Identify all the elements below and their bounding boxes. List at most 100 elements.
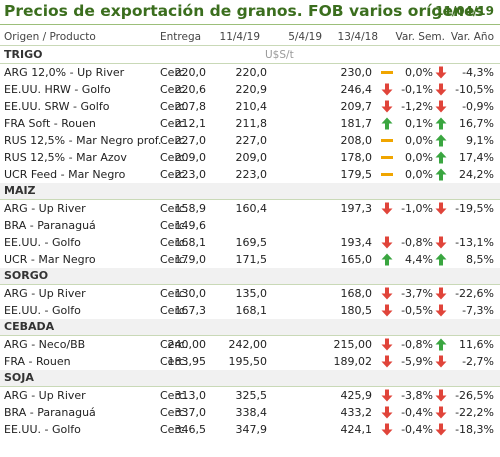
down-arrow-icon: [435, 66, 447, 79]
table-row: BRA - Paranaguá Cerc. 337,0 338,4 433,2 -0,4%…: [0, 404, 500, 421]
row-var-sem: -1,0%: [401, 202, 433, 215]
table-row: FRA Soft - Rouen Cerc. 212,1 211,8 181,7 0,1%…: [0, 115, 500, 132]
row-var-sem: 0,0%: [405, 168, 433, 181]
row-var-sem: -0,8%: [401, 338, 433, 351]
row-price-current: 168,1: [174, 236, 207, 249]
section-name: SORGO: [4, 269, 49, 282]
row-entrega: Cerc.: [160, 389, 189, 402]
row-product: EE.UU. - Golfo: [4, 423, 81, 436]
row-price-year: 165,0: [340, 253, 373, 266]
row-price-week: 227,0: [235, 134, 268, 147]
row-price-current: 223,0: [174, 168, 207, 181]
row-price-year: 180,5: [340, 304, 373, 317]
table-row: RUS 12,5% - Mar Azov Cerc. 209,0 209,0 178,0…: [0, 149, 500, 166]
section-name: SOJA: [4, 371, 34, 384]
row-product: EE.UU. - Golfo: [4, 304, 81, 317]
down-arrow-icon: [381, 406, 393, 419]
row-var-sem: -0,5%: [401, 304, 433, 317]
row-var-sem: -5,9%: [401, 355, 433, 368]
row-product: ARG - Up River: [4, 287, 86, 300]
row-var-sem: -1,2%: [401, 100, 433, 113]
row-price-year: 181,7: [340, 117, 373, 130]
header-entrega: Entrega: [160, 31, 202, 43]
row-price-year: 197,3: [340, 202, 373, 215]
row-price-year: 209,7: [340, 100, 373, 113]
row-price-current: 240,00: [167, 338, 207, 351]
row-price-week: 135,0: [235, 287, 268, 300]
row-price-current: 346,5: [174, 423, 207, 436]
row-price-week: 160,4: [235, 202, 268, 215]
down-arrow-icon: [435, 423, 447, 436]
row-product: RUS 12,5% - Mar Negro prof.: [4, 134, 162, 147]
row-product: ARG - Neco/BB: [4, 338, 86, 351]
table-row: EE.UU. HRW - Golfo Cerc. 220,6 220,9 246,4 -0…: [0, 81, 500, 98]
row-var-anio: -19,5%: [455, 202, 494, 215]
row-var-sem: 0,0%: [405, 151, 433, 164]
flat-icon: [381, 151, 393, 164]
row-var-anio: 9,1%: [466, 134, 494, 147]
report-date: 11/04/19: [435, 4, 494, 18]
page-title: Precios de exportación de granos. FOB va…: [4, 2, 484, 20]
row-price-week: 211,8: [235, 117, 268, 130]
row-product: BRA - Paranaguá: [4, 406, 96, 419]
table-row: ARG - Neco/BB Cerc. 240,00 242,00 215,00 -0,8…: [0, 336, 500, 353]
row-price-current: 149,6: [174, 219, 207, 232]
row-price-year: 168,0: [340, 287, 373, 300]
row-price-week: 220,9: [235, 83, 268, 96]
row-price-week: 347,9: [235, 423, 268, 436]
row-var-anio: 8,5%: [466, 253, 494, 266]
row-entrega: Cerc.: [160, 134, 189, 147]
header-date-3: 13/4/18: [337, 31, 378, 43]
section-header-maiz: MAIZ: [0, 183, 500, 200]
row-var-sem: -0,4%: [401, 406, 433, 419]
row-var-anio: -26,5%: [455, 389, 494, 402]
row-price-year: 215,00: [333, 338, 373, 351]
row-price-week: 220,0: [235, 66, 268, 79]
row-product: ARG - Up River: [4, 202, 86, 215]
down-arrow-icon: [381, 389, 393, 402]
row-var-sem: 0,0%: [405, 66, 433, 79]
row-product: EE.UU. - Golfo: [4, 236, 81, 249]
row-product: EE.UU. SRW - Golfo: [4, 100, 110, 113]
flat-icon: [381, 168, 393, 181]
down-arrow-icon: [435, 287, 447, 300]
table-row: EE.UU. - Golfo Cerc. 167,3 168,1 180,5 -0,5% -…: [0, 302, 500, 319]
up-arrow-icon: [435, 117, 447, 130]
unit-label: U$S/t: [265, 49, 294, 61]
row-entrega: Cerc.: [160, 287, 189, 300]
up-arrow-icon: [435, 168, 447, 181]
row-entrega: Cerc.: [160, 219, 189, 232]
row-var-sem: -3,8%: [401, 389, 433, 402]
table-row: EE.UU. - Golfo Cerc. 346,5 347,9 424,1 -0,4% -…: [0, 421, 500, 438]
section-name: TRIGO: [4, 48, 43, 61]
row-product: UCR Feed - Mar Negro: [4, 168, 126, 181]
down-arrow-icon: [381, 338, 393, 351]
row-entrega: Cerc.: [160, 100, 189, 113]
down-arrow-icon: [381, 83, 393, 96]
down-arrow-icon: [435, 100, 447, 113]
row-var-sem: -0,8%: [401, 236, 433, 249]
down-arrow-icon: [435, 236, 447, 249]
row-product: UCR - Mar Negro: [4, 253, 96, 266]
row-price-current: 227,0: [174, 134, 207, 147]
down-arrow-icon: [435, 355, 447, 368]
down-arrow-icon: [435, 406, 447, 419]
section-header-trigo: TRIGO U$S/t: [0, 47, 500, 64]
down-arrow-icon: [435, 304, 447, 317]
row-price-year: 178,0: [340, 151, 373, 164]
row-var-anio: 24,2%: [459, 168, 494, 181]
down-arrow-icon: [435, 83, 447, 96]
down-arrow-icon: [435, 202, 447, 215]
down-arrow-icon: [381, 202, 393, 215]
row-var-anio: 11,6%: [459, 338, 494, 351]
row-price-week: 195,50: [228, 355, 268, 368]
row-var-anio: -0,9%: [462, 100, 494, 113]
row-var-sem: 0,1%: [405, 117, 433, 130]
row-price-week: 171,5: [235, 253, 268, 266]
up-arrow-icon: [435, 338, 447, 351]
down-arrow-icon: [435, 389, 447, 402]
row-var-sem: 4,4%: [405, 253, 433, 266]
row-price-year: 425,9: [340, 389, 373, 402]
row-var-anio: -22,6%: [455, 287, 494, 300]
